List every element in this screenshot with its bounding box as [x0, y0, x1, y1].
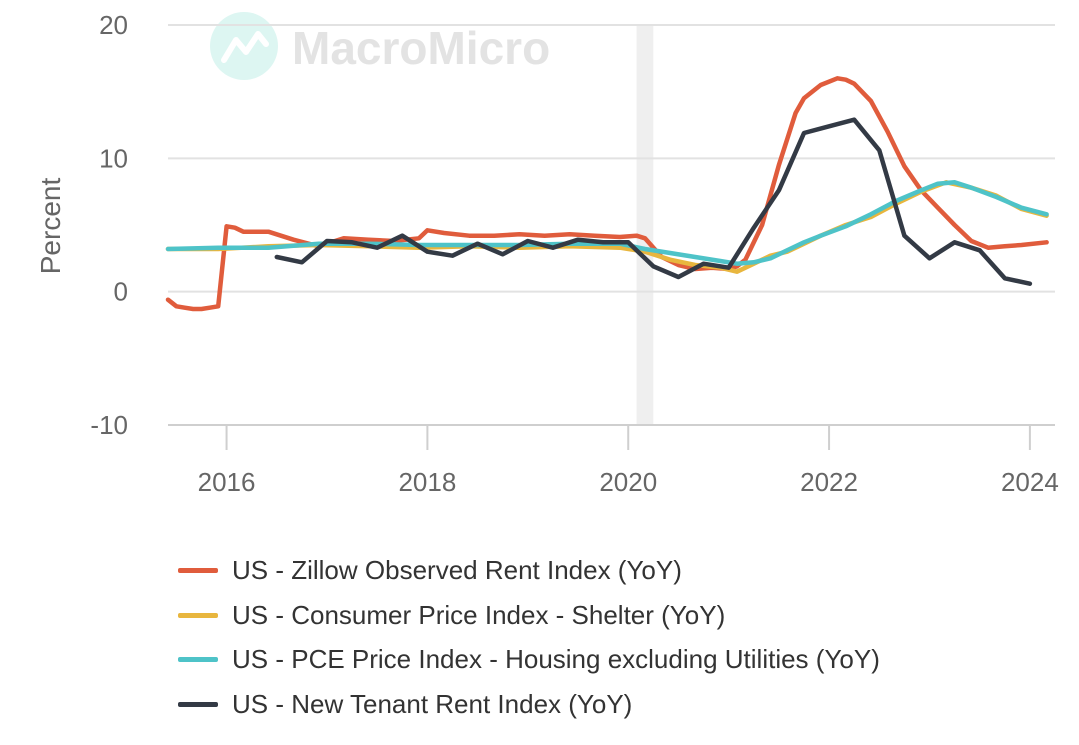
legend-swatch [178, 701, 218, 707]
x-tick-label: 2016 [198, 467, 256, 497]
line-chart: MacroMicro -10 0 10 20 2016 2018 2020 2022 2024… [35, 10, 1059, 497]
legend-label: US - New Tenant Rent Index (YoY) [232, 688, 633, 719]
y-tick-label: 10 [99, 143, 128, 173]
y-axis-label: Percent [35, 178, 66, 275]
legend-swatch [178, 612, 218, 618]
watermark: MacroMicro [210, 12, 550, 80]
legend: US - Zillow Observed Rent Index (YoY) US … [178, 548, 880, 727]
series-line-2 [165, 180, 1049, 266]
legend-item-1[interactable]: US - Consumer Price Index - Shelter (YoY… [178, 593, 880, 638]
x-tick-label: 2024 [1001, 467, 1059, 497]
x-tick-label: 2022 [800, 467, 858, 497]
y-tick-label: -10 [90, 410, 128, 440]
series-line-0 [165, 76, 1049, 312]
x-tick-label: 2018 [398, 467, 456, 497]
legend-label: US - Consumer Price Index - Shelter (YoY… [232, 599, 726, 630]
legend-item-2[interactable]: US - PCE Price Index - Housing excluding… [178, 637, 880, 682]
y-tick-label: 0 [114, 277, 128, 307]
series-line-1 [165, 180, 1049, 274]
watermark-text: MacroMicro [292, 22, 550, 74]
y-tick-label: 20 [99, 10, 128, 40]
legend-label: US - PCE Price Index - Housing excluding… [232, 644, 880, 675]
series-line-3 [274, 117, 1033, 286]
watermark-logo-mark [221, 31, 269, 63]
legend-swatch [178, 657, 218, 663]
legend-label: US - Zillow Observed Rent Index (YoY) [232, 554, 682, 585]
recession-shade-0 [636, 25, 654, 425]
legend-item-3[interactable]: US - New Tenant Rent Index (YoY) [178, 682, 880, 727]
x-tick-label: 2020 [599, 467, 657, 497]
legend-swatch [178, 567, 218, 573]
legend-item-0[interactable]: US - Zillow Observed Rent Index (YoY) [178, 548, 880, 593]
